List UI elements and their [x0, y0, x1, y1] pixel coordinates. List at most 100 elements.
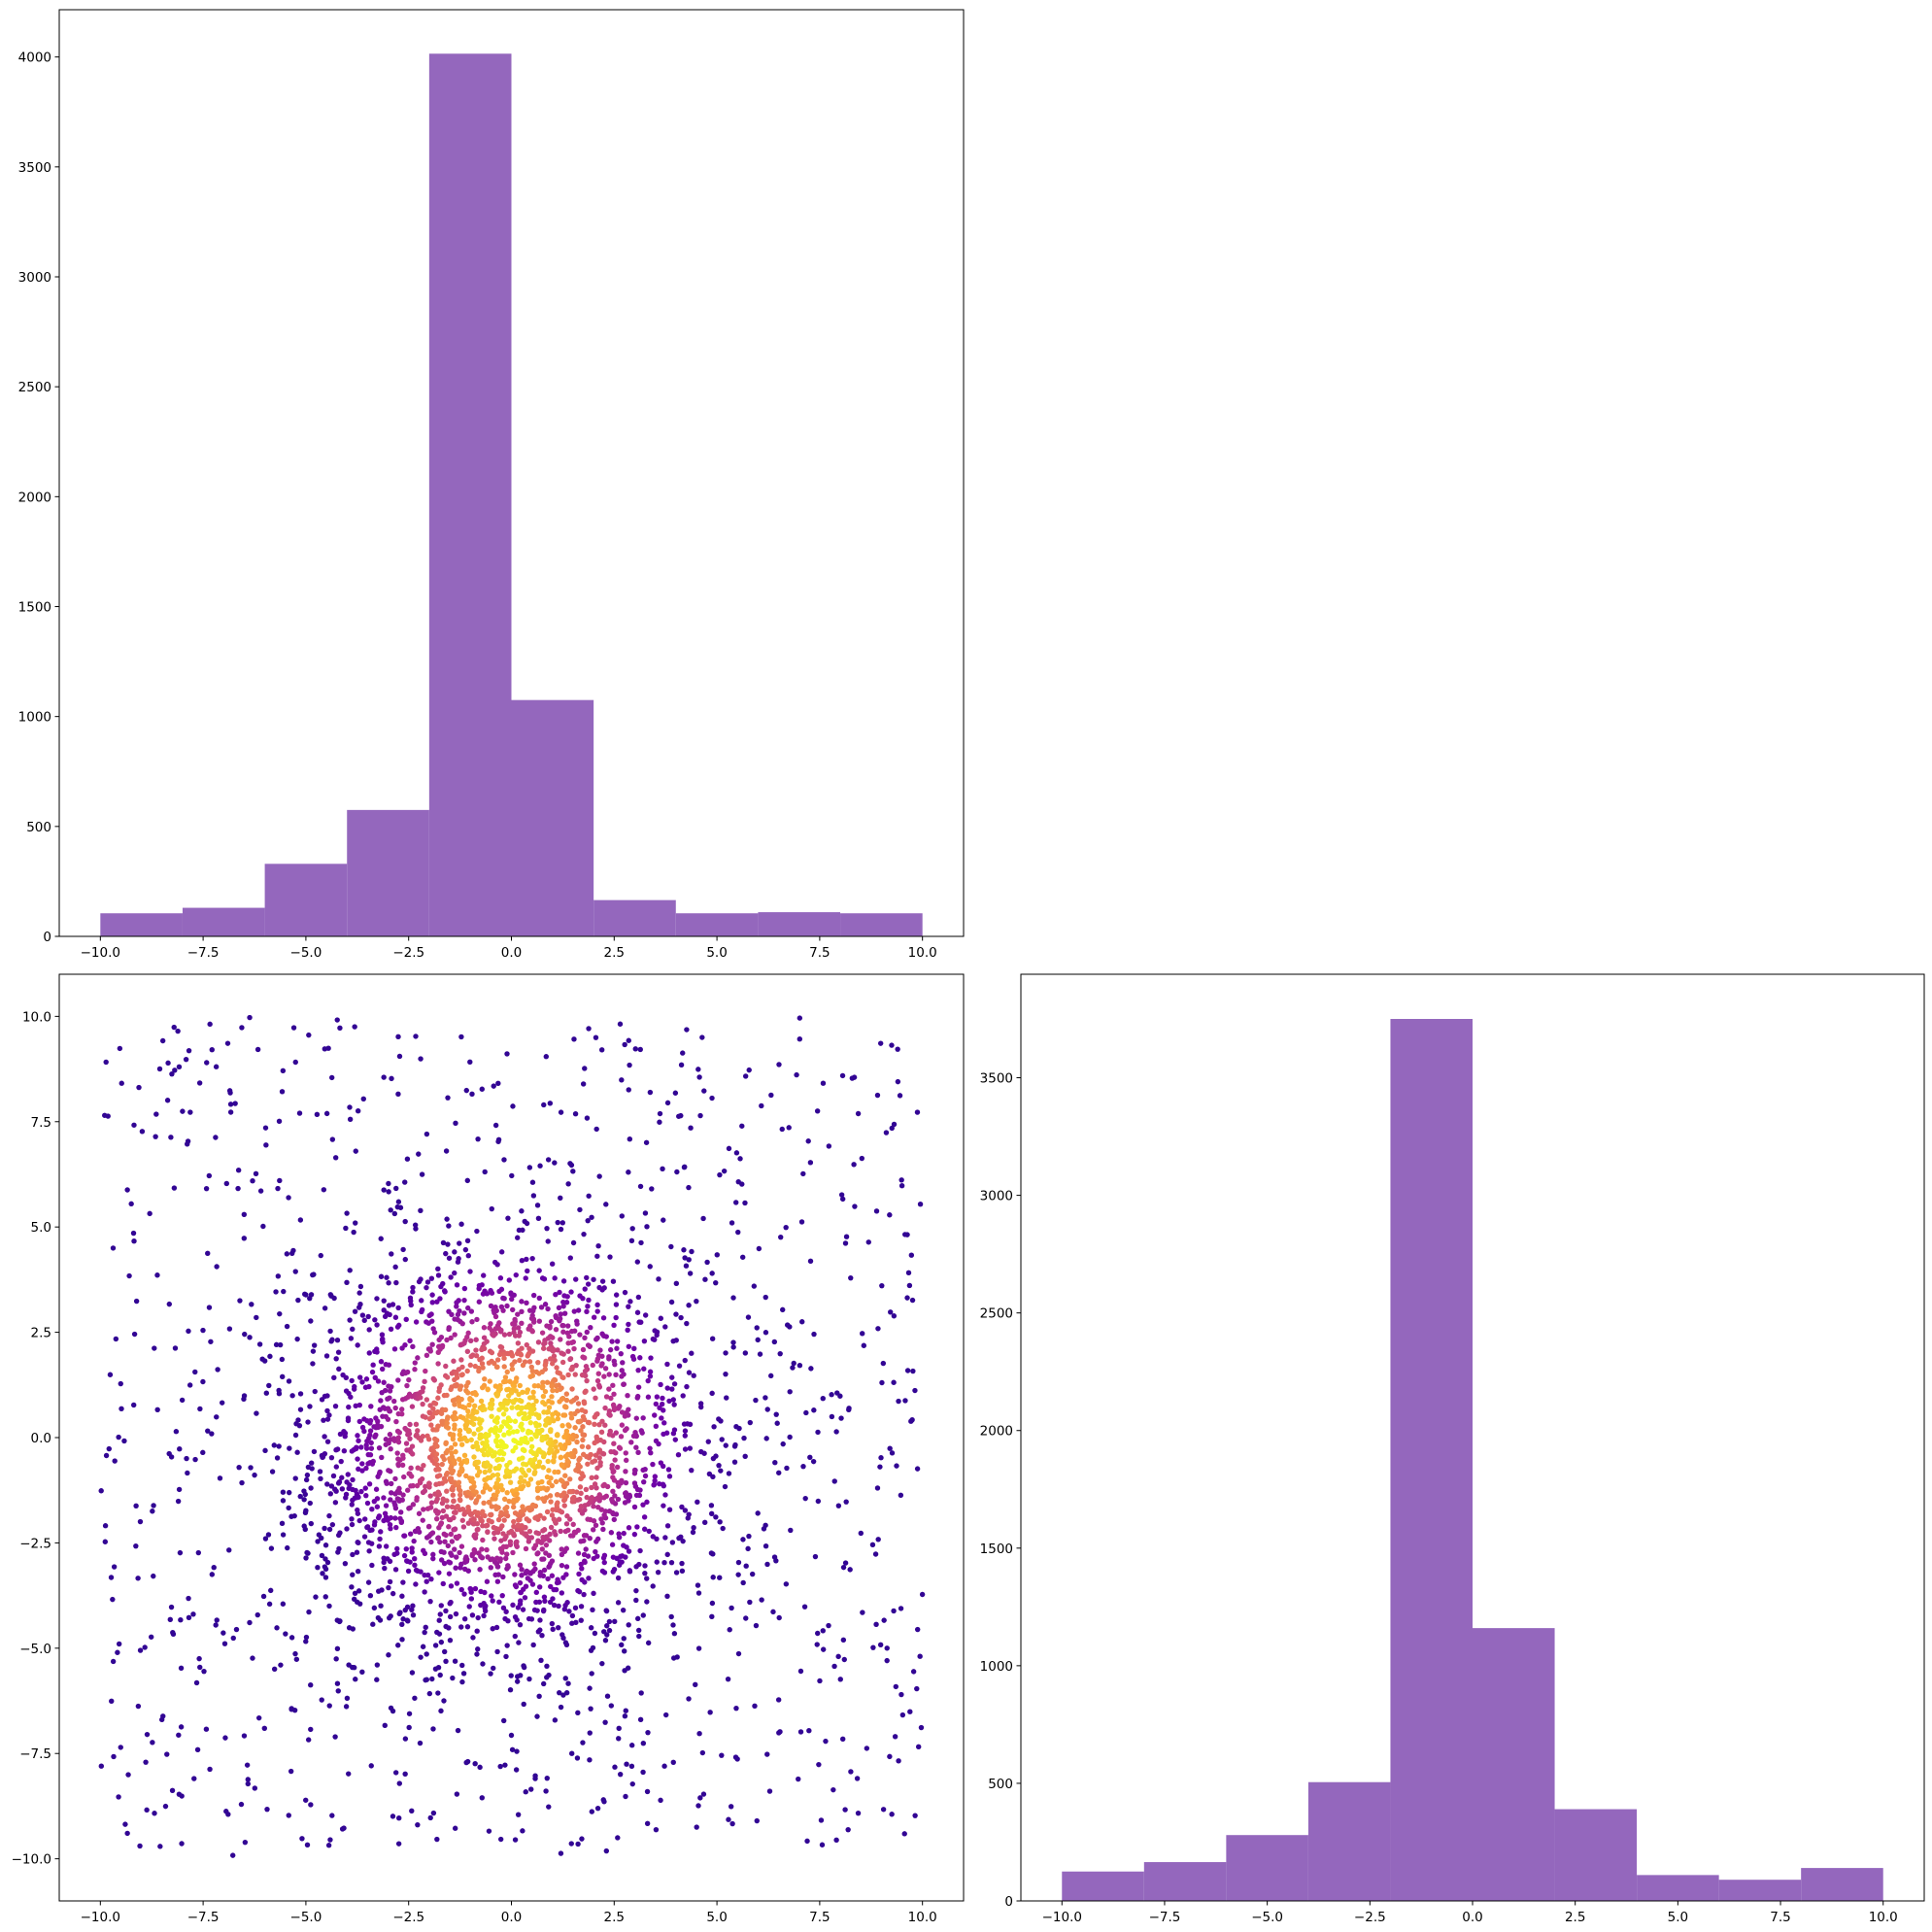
scatter-point [567, 1356, 573, 1363]
scatter-point [904, 1295, 910, 1301]
scatter-point [619, 1373, 625, 1379]
scatter-point [596, 1492, 602, 1498]
y-tick-label: −10.0 [12, 1852, 51, 1868]
scatter-point [648, 1449, 654, 1456]
scatter-point [535, 1538, 541, 1543]
scatter-point [713, 1514, 719, 1520]
scatter-point [412, 1562, 418, 1569]
scatter-point [578, 1475, 584, 1481]
scatter-point [621, 1381, 627, 1387]
scatter-point [451, 1358, 457, 1364]
scatter-point [525, 1576, 531, 1581]
scatter-point [394, 1550, 400, 1556]
scatter-point [468, 1308, 475, 1314]
scatter-point [475, 1135, 481, 1142]
scatter-point [561, 1503, 567, 1508]
scatter-point [296, 1110, 303, 1116]
scatter-point [452, 1402, 458, 1407]
scatter-point [560, 1329, 566, 1335]
scatter-point [895, 1078, 901, 1085]
scatter-point [404, 1604, 411, 1610]
scatter-point [472, 1415, 478, 1422]
scatter-point [568, 1841, 574, 1847]
histogram-bar [182, 907, 265, 936]
scatter-point [776, 1062, 782, 1068]
scatter-point [644, 1599, 650, 1605]
scatter-point [914, 1466, 921, 1472]
scatter-point [766, 1788, 773, 1794]
scatter-point [107, 1372, 114, 1377]
scatter-point [671, 1631, 678, 1637]
scatter-point [902, 1232, 908, 1237]
scatter-point [350, 1551, 356, 1558]
scatter-point [500, 1411, 507, 1417]
scatter-point [742, 1200, 748, 1206]
x-tick-label: 0.0 [501, 945, 522, 961]
scatter-point [560, 1278, 567, 1284]
x-tick-label: −5.0 [290, 945, 322, 961]
scatter-point [649, 1186, 655, 1192]
scatter-point [245, 1777, 252, 1782]
scatter-point [480, 1489, 487, 1495]
scatter-point [524, 1300, 529, 1306]
scatter-point [111, 1564, 118, 1570]
scatter-point [370, 1362, 376, 1368]
scatter-point [613, 1372, 619, 1378]
scatter-point [679, 1504, 685, 1510]
scatter-point [110, 1658, 117, 1665]
scatter-point [289, 1393, 295, 1399]
scatter-point [434, 1462, 440, 1468]
scatter-point [479, 1795, 485, 1801]
scatter-point [497, 1836, 504, 1843]
scatter-point [185, 1470, 190, 1476]
scatter-point [286, 1378, 292, 1384]
scatter-point [453, 1448, 458, 1455]
scatter-point [136, 1084, 142, 1091]
scatter-point [412, 1360, 418, 1366]
x-tick-label: 0.0 [501, 1910, 522, 1925]
scatter-point [356, 1374, 363, 1380]
scatter-point [555, 1219, 560, 1226]
scatter-point [197, 1664, 203, 1671]
scatter-point [336, 1366, 342, 1373]
scatter-point [415, 1428, 421, 1434]
scatter-point [555, 1576, 560, 1582]
scatter-point [444, 1420, 450, 1426]
scatter-point [552, 1275, 558, 1281]
scatter-point [695, 1499, 700, 1506]
scatter-point [351, 1386, 357, 1392]
scatter-point [152, 1811, 157, 1816]
histogram-bar [347, 809, 429, 936]
scatter-point [434, 1836, 440, 1843]
scatter-point [536, 1459, 543, 1465]
scatter-point [130, 1230, 137, 1237]
scatter-point [308, 1520, 314, 1527]
scatter-point [540, 1345, 547, 1351]
scatter-point [252, 1785, 258, 1791]
scatter-point [447, 1613, 454, 1620]
scatter-point [494, 1489, 500, 1495]
scatter-point [829, 1413, 835, 1420]
scatter-point [606, 1386, 612, 1392]
scatter-point [306, 1609, 312, 1615]
scatter-point [395, 1091, 401, 1098]
scatter-point [474, 1628, 480, 1634]
scatter-point [687, 1271, 694, 1276]
scatter-point [895, 1046, 900, 1052]
scatter-point [247, 1619, 253, 1626]
scatter-point [444, 1488, 450, 1494]
scatter-point [433, 1515, 440, 1522]
scatter-point [548, 1428, 554, 1435]
scatter-point [301, 1523, 307, 1529]
scatter-point [356, 1494, 361, 1501]
scatter-point [723, 1350, 729, 1356]
scatter-point [621, 1530, 627, 1537]
scatter-point [566, 1609, 572, 1614]
scatter-point [200, 1378, 206, 1385]
scatter-point [433, 1457, 440, 1463]
scatter-point [233, 1626, 240, 1633]
scatter-point [523, 1405, 529, 1410]
scatter-point [394, 1545, 400, 1552]
scatter-point [177, 1549, 184, 1556]
scatter-point [307, 1295, 313, 1302]
